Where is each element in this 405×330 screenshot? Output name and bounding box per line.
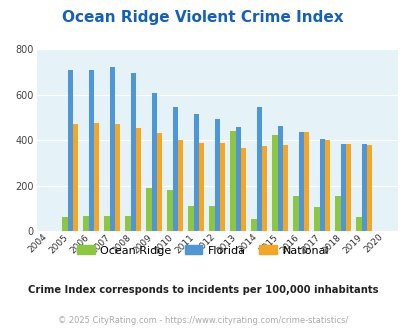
Bar — [125, 216, 130, 231]
Bar — [135, 128, 141, 231]
Bar — [361, 144, 366, 231]
Bar — [115, 124, 120, 231]
Bar — [319, 139, 324, 231]
Bar — [151, 93, 156, 231]
Bar — [94, 123, 99, 231]
Bar — [83, 216, 88, 231]
Bar — [256, 107, 261, 231]
Bar — [303, 132, 308, 231]
Bar — [72, 124, 78, 231]
Bar — [324, 140, 329, 231]
Bar — [313, 207, 319, 231]
Bar — [167, 190, 172, 231]
Bar — [282, 145, 288, 231]
Bar — [219, 143, 224, 231]
Bar — [335, 196, 340, 231]
Bar — [298, 132, 303, 231]
Bar — [214, 119, 219, 231]
Bar — [272, 135, 277, 231]
Bar — [88, 70, 94, 231]
Bar — [356, 217, 361, 231]
Bar — [366, 145, 371, 231]
Bar — [104, 216, 109, 231]
Bar — [177, 140, 183, 231]
Text: © 2025 CityRating.com - https://www.cityrating.com/crime-statistics/: © 2025 CityRating.com - https://www.city… — [58, 316, 347, 325]
Text: Ocean Ridge Violent Crime Index: Ocean Ridge Violent Crime Index — [62, 10, 343, 25]
Bar — [251, 218, 256, 231]
Bar — [261, 146, 266, 231]
Bar — [109, 67, 115, 231]
Legend: Ocean Ridge, Florida, National: Ocean Ridge, Florida, National — [72, 241, 333, 260]
Bar — [146, 188, 151, 231]
Bar — [230, 131, 235, 231]
Bar — [130, 73, 135, 231]
Bar — [62, 217, 67, 231]
Bar — [209, 206, 214, 231]
Bar — [172, 107, 177, 231]
Bar — [345, 144, 350, 231]
Bar — [235, 127, 240, 231]
Bar — [193, 114, 198, 231]
Bar — [156, 133, 162, 231]
Bar — [67, 70, 72, 231]
Bar — [188, 206, 193, 231]
Bar — [293, 196, 298, 231]
Bar — [240, 148, 245, 231]
Bar — [277, 125, 282, 231]
Text: Crime Index corresponds to incidents per 100,000 inhabitants: Crime Index corresponds to incidents per… — [28, 285, 377, 295]
Bar — [198, 143, 204, 231]
Bar — [340, 144, 345, 231]
